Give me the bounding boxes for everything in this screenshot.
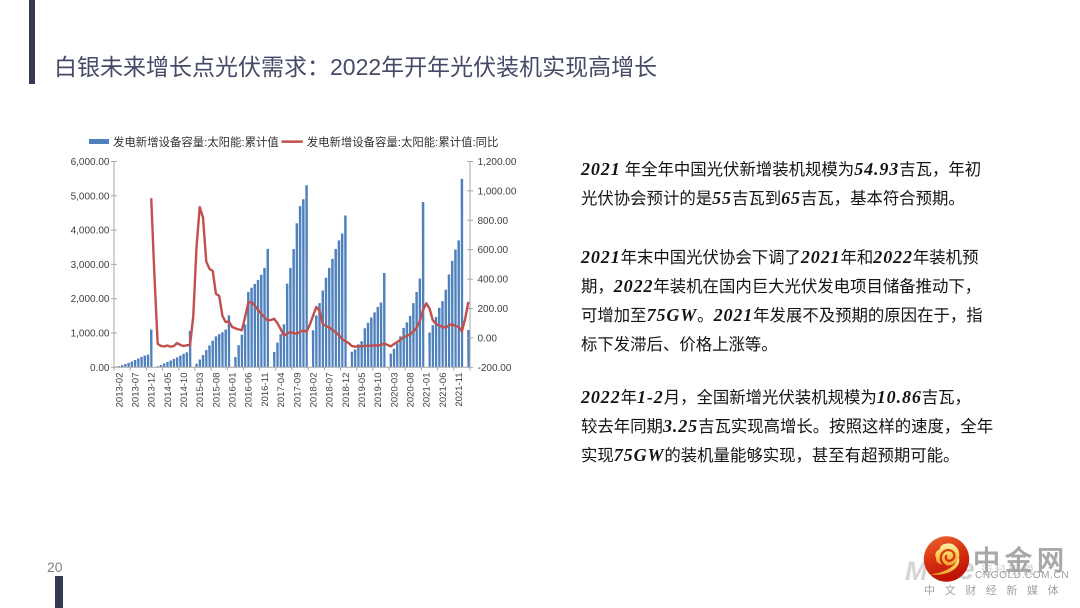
svg-text:2021-01: 2021-01 [422,373,433,408]
svg-text:2018-12: 2018-12 [341,373,352,408]
svg-text:1,000.00: 1,000.00 [71,329,110,340]
svg-text:2019-05: 2019-05 [357,373,368,408]
svg-text:2017-04: 2017-04 [276,373,287,408]
svg-text:0.00: 0.00 [90,363,110,374]
svg-text:5,000.00: 5,000.00 [71,191,110,202]
svg-text:2020-03: 2020-03 [389,373,400,408]
svg-text:2021-06: 2021-06 [438,373,449,408]
svg-text:600.00: 600.00 [478,245,509,256]
svg-text:2014-10: 2014-10 [179,373,190,408]
svg-text:2017-09: 2017-09 [292,373,303,408]
svg-text:2016-06: 2016-06 [244,373,255,408]
svg-text:2019-10: 2019-10 [373,373,384,408]
svg-text:2021-11: 2021-11 [454,373,465,407]
svg-text:3,000.00: 3,000.00 [71,260,110,271]
svg-text:1,000.00: 1,000.00 [478,186,517,197]
svg-text:-200.00: -200.00 [478,363,512,374]
svg-text:1,200.00: 1,200.00 [478,157,517,168]
svg-text:6,000.00: 6,000.00 [71,157,110,168]
svg-text:2014-05: 2014-05 [163,373,174,408]
svg-text:2016-11: 2016-11 [260,373,271,407]
svg-text:2,000.00: 2,000.00 [71,294,110,305]
svg-text:2013-12: 2013-12 [147,373,158,408]
svg-text:2016-01: 2016-01 [228,373,239,408]
svg-text:发电新增设备容量:太阳能:累计值: 发电新增设备容量:太阳能:累计值 [113,135,279,149]
svg-text:2013-07: 2013-07 [130,373,141,408]
svg-text:800.00: 800.00 [478,216,509,227]
svg-text:4,000.00: 4,000.00 [71,226,110,237]
svg-text:发电新增设备容量:太阳能:累计值:同比: 发电新增设备容量:太阳能:累计值:同比 [307,135,499,149]
svg-text:2013-02: 2013-02 [114,373,125,408]
svg-text:2020-08: 2020-08 [406,373,417,408]
svg-text:200.00: 200.00 [478,304,509,315]
svg-text:0.00: 0.00 [478,333,498,344]
svg-text:400.00: 400.00 [478,275,509,286]
svg-text:2015-08: 2015-08 [211,373,222,408]
svg-text:2018-07: 2018-07 [325,373,336,408]
svg-text:2015-03: 2015-03 [195,373,206,408]
svg-text:2018-02: 2018-02 [308,373,319,408]
